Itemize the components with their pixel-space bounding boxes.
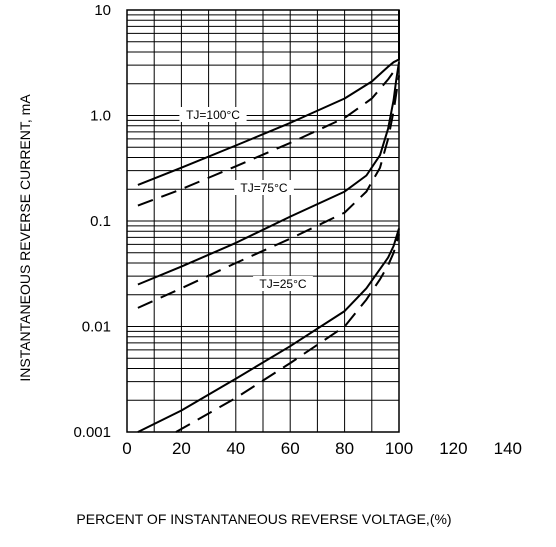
annotation-background bbox=[234, 180, 294, 195]
plot-frame bbox=[126, 9, 400, 433]
y-tick-label: 0.1 bbox=[90, 213, 111, 230]
series-line-6 bbox=[175, 233, 400, 433]
annotation-tj-label: TJ=75°C bbox=[240, 181, 287, 195]
series-line-2 bbox=[137, 64, 400, 207]
x-tick-label: 140 bbox=[494, 439, 522, 458]
annotation-tj-label: TJ=25°C bbox=[259, 277, 306, 291]
annotation-background bbox=[253, 276, 313, 291]
x-tick-label: 40 bbox=[226, 439, 245, 458]
x-tick-label: 120 bbox=[439, 439, 467, 458]
x-tick-label: 20 bbox=[172, 439, 191, 458]
annotation-background bbox=[179, 107, 247, 122]
y-tick-label: 1.0 bbox=[90, 108, 111, 125]
x-axis-label: PERCENT OF INSTANTANEOUS REVERSE VOLTAGE… bbox=[76, 511, 451, 527]
grid bbox=[126, 9, 400, 433]
x-tick-label: 60 bbox=[281, 439, 300, 458]
series-line-3 bbox=[137, 62, 400, 286]
series-line-4 bbox=[137, 75, 400, 309]
x-tick-label: 0 bbox=[122, 439, 131, 458]
annotations: TJ=100°C TJ=75°C TJ=25°C bbox=[179, 107, 313, 291]
series-layer bbox=[137, 10, 400, 433]
x-tick-label: 80 bbox=[335, 439, 354, 458]
annotation-tj-label: TJ=100°C bbox=[186, 108, 240, 122]
y-axis-label: INSTANTANEOUS REVERSE CURRENT, mA bbox=[17, 94, 33, 382]
y-tick-label: 0.01 bbox=[82, 319, 111, 336]
y-tick-label: 0.001 bbox=[73, 424, 111, 441]
x-tick-label: 100 bbox=[385, 439, 413, 458]
series-line-1 bbox=[137, 10, 400, 186]
series-line-5 bbox=[137, 228, 400, 433]
y-tick-label: 10 bbox=[94, 2, 111, 19]
